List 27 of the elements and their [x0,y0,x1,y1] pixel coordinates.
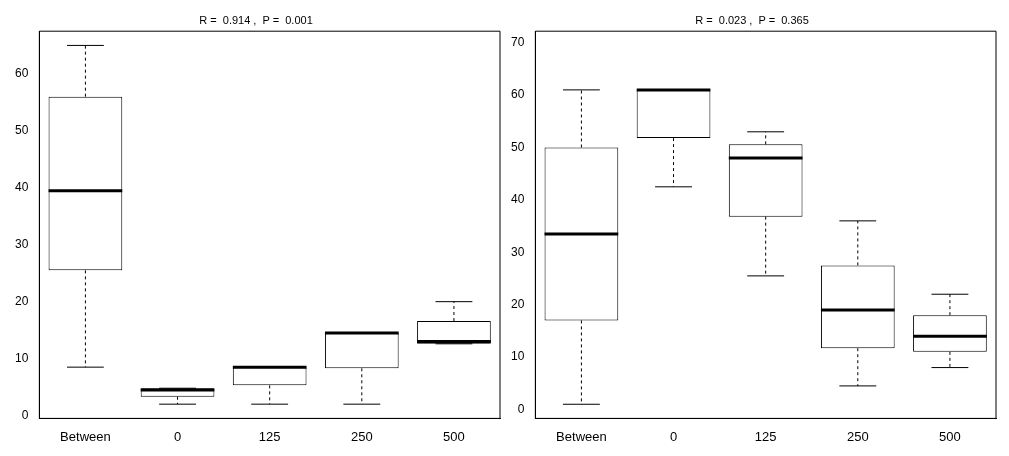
y-tick-label: 20 [510,297,525,312]
x-tick-label: 250 [846,428,869,444]
x-tick-label: 0 [669,428,678,444]
y-tick-label: 40 [14,180,29,195]
y-tick-label: 50 [510,139,525,154]
y-tick-label: 30 [14,237,29,252]
y-tick-label: 0 [517,401,525,416]
x-tick-label: Between [60,428,111,444]
y-tick-label: 0 [21,407,29,422]
y-tick-label: 10 [14,350,29,365]
y-tick-label: 50 [14,123,29,138]
x-tick-label: 125 [754,428,777,444]
chart-title: R = 0.023 , P = 0.365 [695,13,809,26]
x-tick-label: 125 [258,428,281,444]
x-tick-label: 0 [173,428,182,444]
x-tick-label: 250 [350,428,373,444]
y-tick-label: 30 [510,244,525,259]
x-tick-label: 500 [443,428,465,444]
y-tick-label: 20 [14,293,29,308]
x-tick-label: 500 [939,428,961,444]
y-tick-label: 70 [510,35,525,50]
chart-title: R = 0.914 , P = 0.001 [199,13,313,26]
y-tick-label: 10 [510,349,525,364]
y-tick-label: 60 [510,87,525,102]
y-tick-label: 60 [14,66,29,81]
x-tick-label: Between [556,428,607,444]
y-tick-label: 40 [510,192,525,207]
